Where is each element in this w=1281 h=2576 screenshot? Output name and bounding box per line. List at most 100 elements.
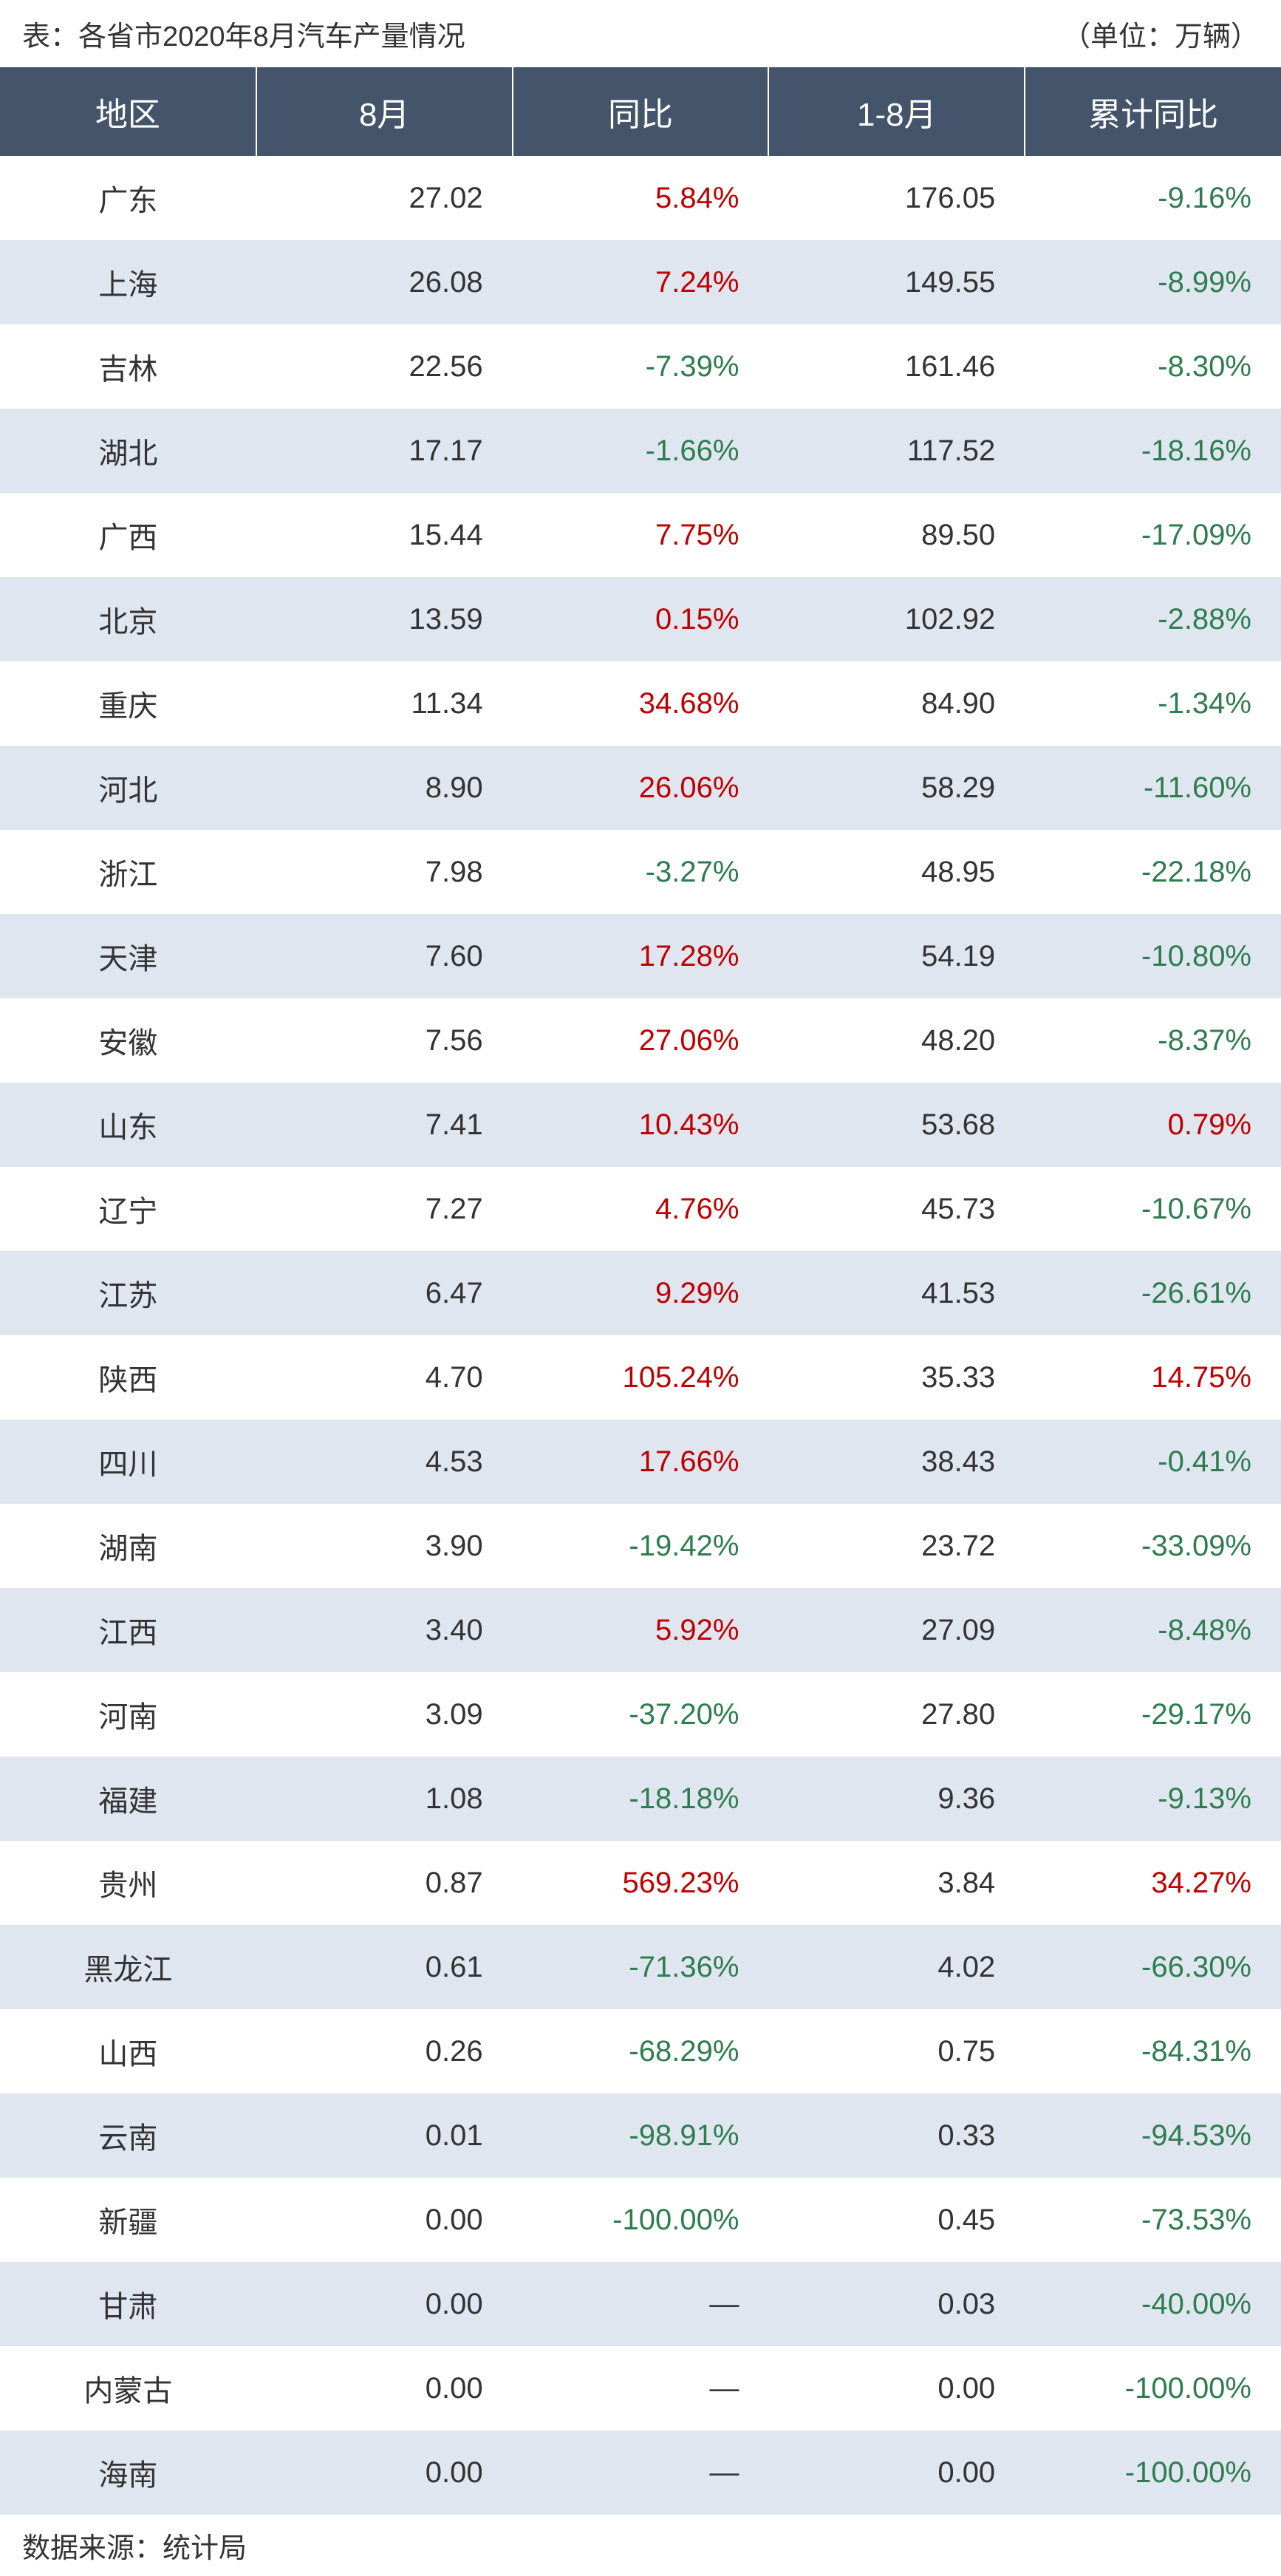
cell-yoy: 17.28%: [513, 914, 769, 998]
table-row: 天津7.6017.28%54.19-10.80%: [0, 914, 1281, 998]
cell-yoy: 5.92%: [513, 1588, 769, 1672]
cell-ytd: 0.00: [768, 2346, 1025, 2430]
cell-yoy: -68.29%: [513, 2009, 769, 2093]
cell-aug: 7.60: [256, 914, 513, 998]
cell-region: 福建: [0, 1756, 256, 1841]
cell-yoy: —: [513, 2262, 769, 2346]
cell-region: 广东: [0, 156, 256, 240]
cell-yoy: 34.68%: [513, 661, 769, 746]
cell-region: 陕西: [0, 1335, 256, 1420]
cell-ytd-yoy: -26.61%: [1025, 1251, 1281, 1335]
cell-ytd: 0.75: [768, 2009, 1025, 2093]
cell-aug: 0.26: [256, 2009, 513, 2093]
caption-right: （单位：万辆）: [1062, 13, 1259, 54]
table-header-row: 地区 8月 同比 1-8月 累计同比: [0, 67, 1281, 156]
cell-yoy: 26.06%: [513, 746, 769, 830]
cell-aug: 8.90: [256, 746, 513, 830]
cell-ytd: 0.03: [768, 2262, 1025, 2346]
table-row: 浙江7.98-3.27%48.95-22.18%: [0, 830, 1281, 914]
caption-row: 表：各省市2020年8月汽车产量情况 （单位：万辆）: [0, 0, 1281, 67]
cell-aug: 0.00: [256, 2430, 513, 2515]
cell-ytd-yoy: -10.80%: [1025, 914, 1281, 998]
cell-region: 浙江: [0, 830, 256, 914]
cell-aug: 0.00: [256, 2262, 513, 2346]
cell-region: 云南: [0, 2093, 256, 2178]
cell-ytd-yoy: -10.67%: [1025, 1167, 1281, 1251]
cell-ytd-yoy: -33.09%: [1025, 1504, 1281, 1588]
cell-ytd: 149.55: [768, 240, 1025, 324]
cell-aug: 13.59: [256, 577, 513, 661]
col-region: 地区: [0, 67, 256, 156]
cell-region: 甘肃: [0, 2262, 256, 2346]
cell-ytd: 0.45: [768, 2178, 1025, 2262]
cell-ytd: 45.73: [768, 1167, 1025, 1251]
cell-ytd-yoy: -18.16%: [1025, 409, 1281, 493]
cell-ytd-yoy: -9.13%: [1025, 1756, 1281, 1841]
cell-ytd: 23.72: [768, 1504, 1025, 1588]
cell-region: 辽宁: [0, 1167, 256, 1251]
cell-yoy: 9.29%: [513, 1251, 769, 1335]
cell-ytd-yoy: -17.09%: [1025, 493, 1281, 577]
cell-region: 四川: [0, 1420, 256, 1504]
cell-yoy: 17.66%: [513, 1420, 769, 1504]
cell-region: 黑龙江: [0, 1925, 256, 2009]
cell-aug: 0.00: [256, 2346, 513, 2430]
cell-aug: 22.56: [256, 324, 513, 409]
cell-ytd: 176.05: [768, 156, 1025, 240]
cell-region: 上海: [0, 240, 256, 324]
cell-yoy: 0.15%: [513, 577, 769, 661]
cell-ytd: 102.92: [768, 577, 1025, 661]
cell-ytd-yoy: -40.00%: [1025, 2262, 1281, 2346]
cell-yoy: -1.66%: [513, 409, 769, 493]
cell-yoy: 4.76%: [513, 1167, 769, 1251]
cell-ytd: 48.20: [768, 998, 1025, 1083]
table-body: 广东27.025.84%176.05-9.16%上海26.087.24%149.…: [0, 156, 1281, 2515]
cell-ytd-yoy: -8.30%: [1025, 324, 1281, 409]
cell-yoy: -7.39%: [513, 324, 769, 409]
cell-yoy: 105.24%: [513, 1335, 769, 1420]
cell-aug: 26.08: [256, 240, 513, 324]
cell-ytd: 58.29: [768, 746, 1025, 830]
cell-yoy: 10.43%: [513, 1083, 769, 1167]
cell-yoy: -71.36%: [513, 1925, 769, 2009]
cell-ytd-yoy: -94.53%: [1025, 2093, 1281, 2178]
cell-ytd-yoy: -66.30%: [1025, 1925, 1281, 2009]
cell-ytd: 3.84: [768, 1841, 1025, 1925]
table-row: 内蒙古0.00—0.00-100.00%: [0, 2346, 1281, 2430]
cell-ytd-yoy: -8.37%: [1025, 998, 1281, 1083]
cell-aug: 0.61: [256, 1925, 513, 2009]
cell-yoy: -98.91%: [513, 2093, 769, 2178]
table-row: 新疆0.00-100.00%0.45-73.53%: [0, 2178, 1281, 2262]
table-row: 安徽7.5627.06%48.20-8.37%: [0, 998, 1281, 1083]
cell-ytd-yoy: -1.34%: [1025, 661, 1281, 746]
cell-ytd-yoy: -100.00%: [1025, 2430, 1281, 2515]
cell-aug: 7.98: [256, 830, 513, 914]
cell-ytd: 84.90: [768, 661, 1025, 746]
cell-ytd: 35.33: [768, 1335, 1025, 1420]
table-row: 吉林22.56-7.39%161.46-8.30%: [0, 324, 1281, 409]
cell-yoy: -18.18%: [513, 1756, 769, 1841]
cell-ytd: 53.68: [768, 1083, 1025, 1167]
cell-aug: 15.44: [256, 493, 513, 577]
cell-yoy: -37.20%: [513, 1672, 769, 1756]
col-ytd: 1-8月: [768, 67, 1025, 156]
table-row: 广西15.447.75%89.50-17.09%: [0, 493, 1281, 577]
cell-aug: 27.02: [256, 156, 513, 240]
cell-ytd: 161.46: [768, 324, 1025, 409]
cell-yoy: 7.75%: [513, 493, 769, 577]
cell-region: 江苏: [0, 1251, 256, 1335]
table-row: 北京13.590.15%102.92-2.88%: [0, 577, 1281, 661]
cell-region: 河南: [0, 1672, 256, 1756]
cell-aug: 3.09: [256, 1672, 513, 1756]
cell-aug: 0.01: [256, 2093, 513, 2178]
table-row: 云南0.01-98.91%0.33-94.53%: [0, 2093, 1281, 2178]
cell-region: 广西: [0, 493, 256, 577]
cell-region: 湖南: [0, 1504, 256, 1588]
cell-aug: 1.08: [256, 1756, 513, 1841]
cell-aug: 11.34: [256, 661, 513, 746]
cell-yoy: —: [513, 2430, 769, 2515]
cell-aug: 17.17: [256, 409, 513, 493]
cell-region: 湖北: [0, 409, 256, 493]
production-table: 地区 8月 同比 1-8月 累计同比 广东27.025.84%176.05-9.…: [0, 67, 1281, 2515]
cell-yoy: 27.06%: [513, 998, 769, 1083]
